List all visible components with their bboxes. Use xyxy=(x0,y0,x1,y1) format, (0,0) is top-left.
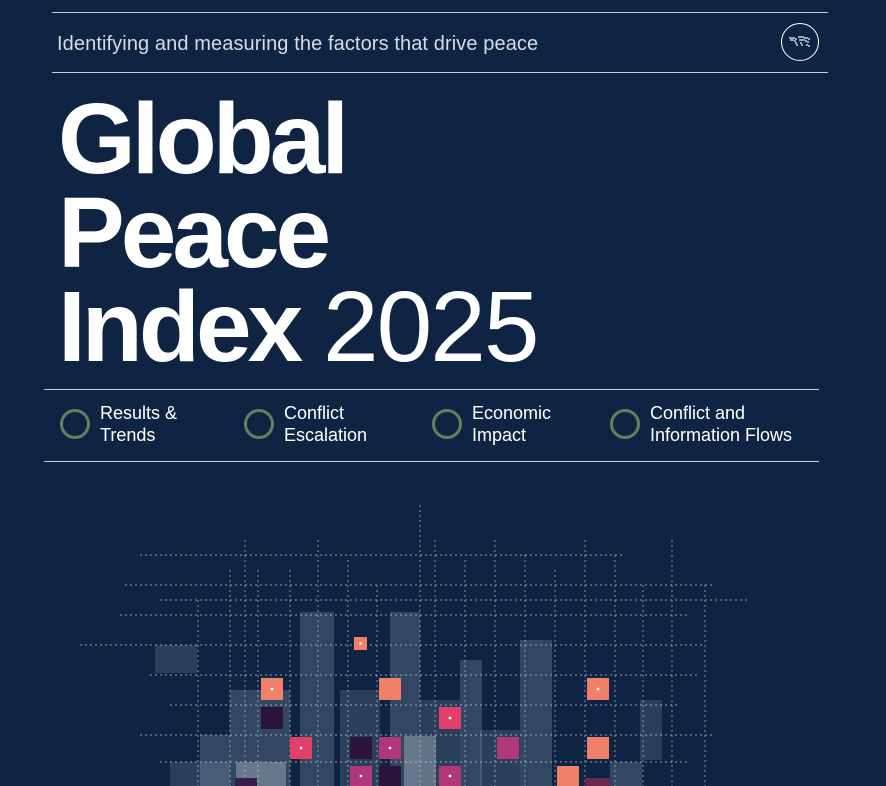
section-label: Economic Impact xyxy=(472,403,552,445)
ring-icon xyxy=(610,409,640,439)
title-line-3: Index 2025 xyxy=(58,277,539,377)
section-label: Conflict Escalation xyxy=(284,403,368,445)
section-economic-impact[interactable]: Economic Impact xyxy=(432,402,622,446)
ring-icon xyxy=(60,409,90,439)
title-line-2: Peace xyxy=(58,177,331,289)
ring-icon xyxy=(244,409,274,439)
tagline: Identifying and measuring the factors th… xyxy=(57,33,539,55)
title-line-1: Global xyxy=(58,83,349,195)
section-label: Conflict and Information Flows xyxy=(650,403,793,445)
ring-icon xyxy=(432,409,462,439)
section-nav: Results & Trends Conflict Escalation Econo… xyxy=(0,402,886,452)
section-conflict-escalation[interactable]: Conflict Escalation xyxy=(244,402,434,446)
section-label: Results & Trends xyxy=(100,403,178,445)
cover-artwork xyxy=(80,505,750,786)
nav-top-divider xyxy=(44,389,819,390)
section-conflict-information-flows[interactable]: Conflict and Information Flows xyxy=(610,402,850,446)
title-year: 2025 xyxy=(322,271,539,383)
report-title: Global Peace Index 2025 xyxy=(58,83,539,377)
title-index: Index xyxy=(58,271,303,383)
globe-dots-icon[interactable] xyxy=(781,23,819,61)
section-results-trends[interactable]: Results & Trends xyxy=(60,402,250,446)
header-divider xyxy=(52,72,828,73)
nav-bottom-divider xyxy=(44,461,819,462)
top-divider xyxy=(52,12,828,13)
